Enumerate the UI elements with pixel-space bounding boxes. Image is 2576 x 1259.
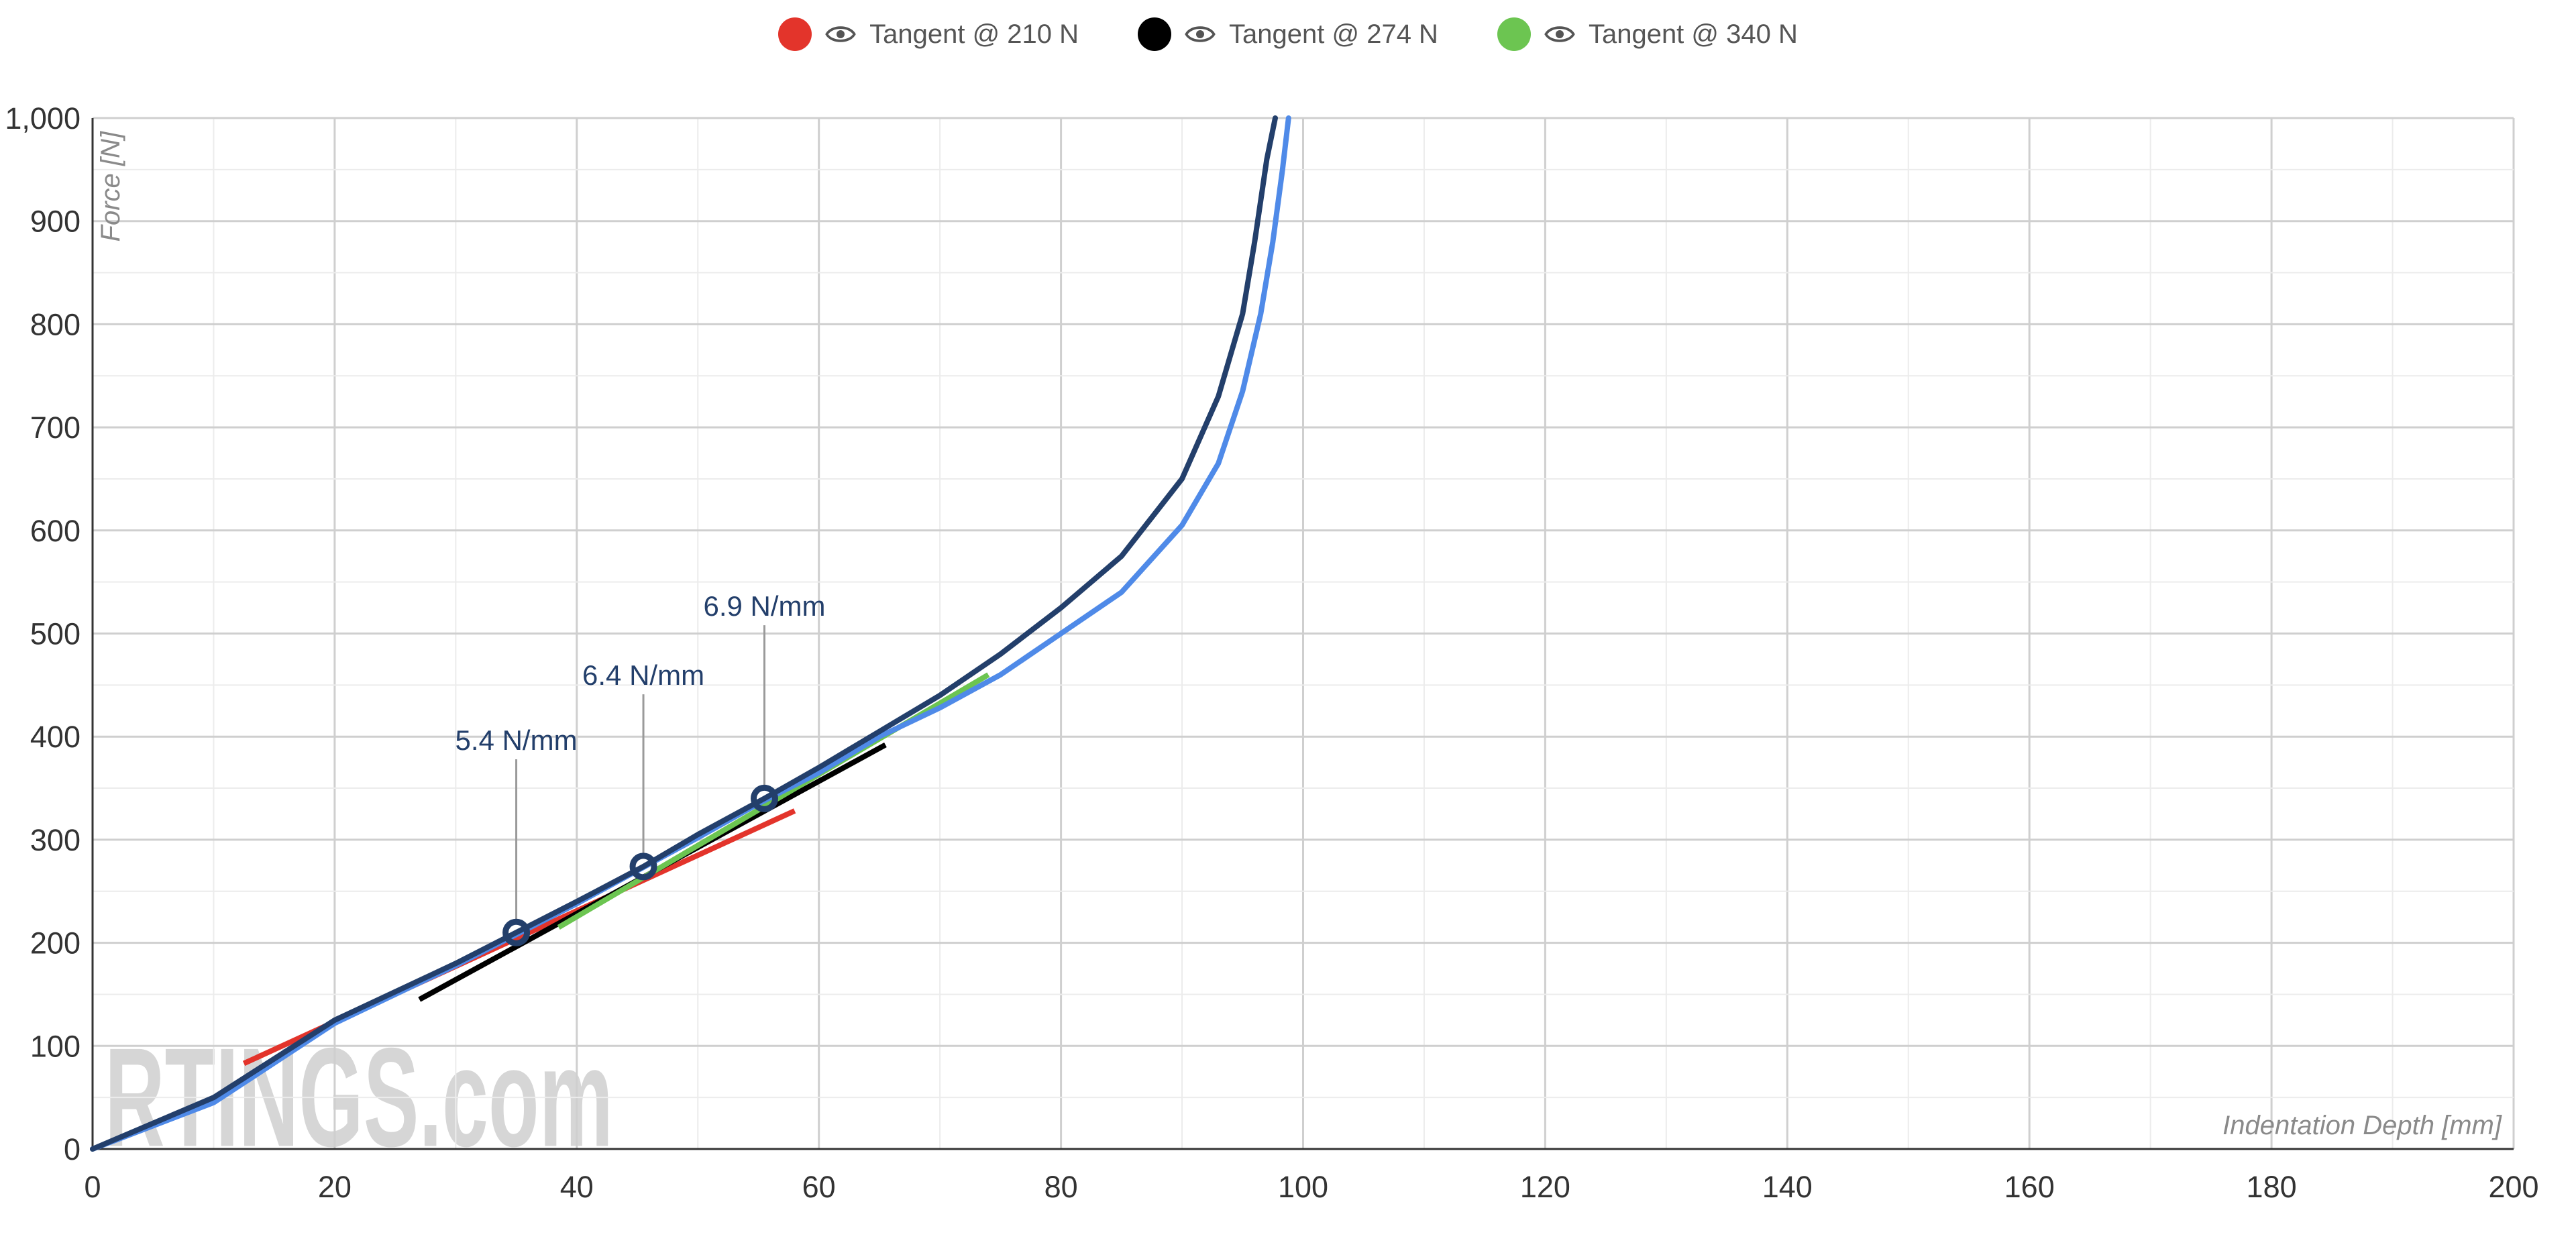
annotation-point [502,918,531,946]
series-layer [90,115,1291,1152]
series-line [90,115,1278,1152]
x-tick-label: 60 [802,1170,836,1204]
y-tick-label: 100 [30,1029,80,1063]
x-tick-label: 0 [84,1170,101,1204]
tick-layer: 0 20 40 60 80 100 120 140 160 180 200 0 100 200 300 400… [5,101,2538,1204]
legend-label: Tangent @ 210 N [869,19,1079,49]
y-tick-label: 400 [30,720,80,754]
legend-item-tangent-274[interactable]: Tangent @ 274 N [1138,17,1438,51]
chart-legend: Tangent @ 210 N Tangent @ 274 N Tangent … [0,12,2576,56]
y-tick-label: 800 [30,307,80,341]
annotation-point [750,784,778,812]
eye-icon[interactable] [825,24,856,44]
annotation-layer: 5.4 N/mm 6.4 N/mm 6.9 N/mm [455,590,826,946]
x-tick-label: 80 [1044,1170,1078,1204]
grid-layer [91,117,2515,1150]
y-tick-label: 300 [30,823,80,857]
y-tick-label: 700 [30,410,80,445]
axis-layer [91,118,2514,1150]
y-tick-label: 200 [30,926,80,961]
x-tick-label: 180 [2247,1170,2297,1204]
x-tick-label: 20 [318,1170,352,1204]
x-tick-label: 160 [2004,1170,2055,1204]
y-tick-label: 900 [30,205,80,239]
y-tick-label: 600 [30,514,80,548]
x-tick-label: 200 [2488,1170,2538,1204]
legend-color-dot [1497,17,1531,51]
x-tick-label: 100 [1278,1170,1328,1204]
x-tick-label: 40 [560,1170,594,1204]
legend-label: Tangent @ 274 N [1229,19,1438,49]
y-tick-label: 1,000 [5,101,80,135]
legend-color-dot [1138,17,1172,51]
x-axis-title: Indentation Depth [mm] [2222,1111,2502,1140]
legend-label: Tangent @ 340 N [1588,19,1798,49]
annotation-label: 6.4 N/mm [582,659,704,691]
eye-icon[interactable] [1185,24,1216,44]
x-tick-label: 120 [1520,1170,1570,1204]
legend-item-tangent-210[interactable]: Tangent @ 210 N [778,17,1079,51]
x-tick-label: 140 [1762,1170,1813,1204]
eye-icon[interactable] [1544,24,1575,44]
y-tick-label: 0 [64,1132,80,1166]
annotation-label: 5.4 N/mm [455,724,578,756]
annotation-point [629,853,657,881]
legend-color-dot [778,17,812,51]
y-tick-label: 500 [30,617,80,651]
y-axis-title: Force [N] [96,131,125,241]
annotation-label: 6.9 N/mm [703,590,825,622]
legend-item-tangent-340[interactable]: Tangent @ 340 N [1497,17,1798,51]
